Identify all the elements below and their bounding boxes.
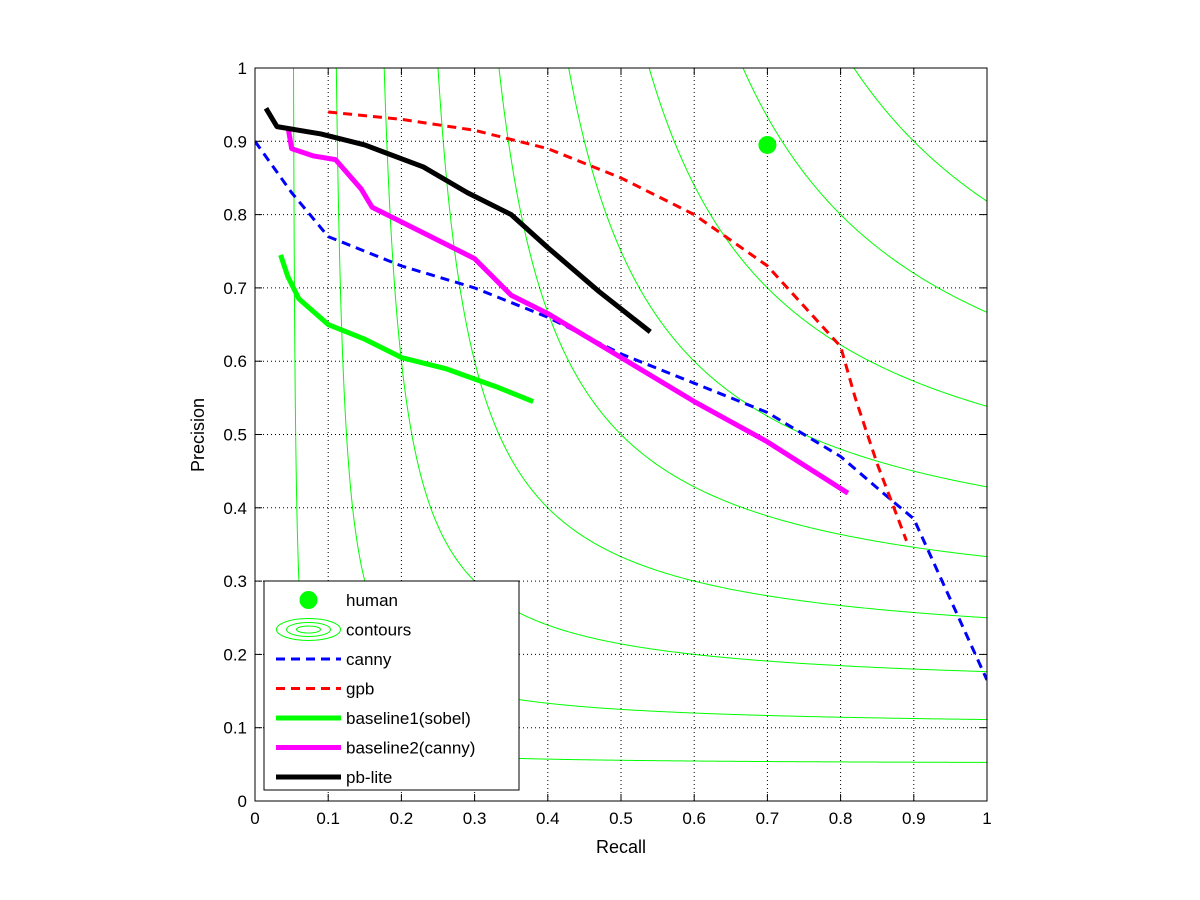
x-axis-label: Recall bbox=[596, 837, 646, 857]
contour-line-8 bbox=[742, 68, 987, 313]
legend-contour-ellipse bbox=[286, 622, 331, 637]
legend-swatch-human bbox=[299, 591, 318, 609]
x-tick-label: 0.9 bbox=[902, 809, 926, 828]
x-tick-label: 0.7 bbox=[756, 809, 780, 828]
x-tick-label: 0.5 bbox=[609, 809, 633, 828]
legend-contour-ellipse bbox=[296, 625, 321, 634]
y-tick-label: 0 bbox=[238, 792, 247, 811]
x-tick-label: 0.2 bbox=[390, 809, 414, 828]
y-tick-label: 0.1 bbox=[223, 719, 247, 738]
legend-label-canny: canny bbox=[346, 650, 392, 669]
series-line-canny bbox=[255, 140, 987, 681]
contour-line-3 bbox=[383, 68, 987, 673]
human-point bbox=[758, 135, 777, 154]
points-layer bbox=[758, 135, 777, 154]
legend-label-human: human bbox=[346, 591, 398, 610]
x-tick-label: 0 bbox=[250, 809, 259, 828]
x-tick-label: 0.6 bbox=[682, 809, 706, 828]
contour-line-5 bbox=[498, 68, 987, 558]
series-line-baseline2-canny- bbox=[285, 126, 850, 496]
y-tick-label: 1 bbox=[238, 59, 247, 78]
legend-swatch-contours bbox=[276, 618, 341, 641]
contour-line-9 bbox=[853, 68, 987, 202]
x-tick-label: 0.1 bbox=[316, 809, 340, 828]
y-tick-label: 0.4 bbox=[223, 499, 247, 518]
x-tick-label: 0.4 bbox=[536, 809, 560, 828]
legend-label-baseline2-canny: baseline2(canny) bbox=[346, 739, 475, 758]
contour-line-4 bbox=[437, 68, 987, 619]
y-tick-label: 0.7 bbox=[223, 279, 247, 298]
series-line-baseline1-sobel- bbox=[278, 254, 535, 404]
contour-line-7 bbox=[648, 68, 987, 407]
ticks-layer: 0 0.1 0.2 0.3 0.4 0.5 0.6 0.7 0.8 0.9 1 0 0.1 0.2 0.3 0… bbox=[223, 59, 991, 828]
y-tick-label: 0.5 bbox=[223, 426, 247, 445]
legend-box bbox=[263, 580, 520, 791]
y-tick-label: 0.8 bbox=[223, 206, 247, 225]
legend-label-baseline1-sobel: baseline1(sobel) bbox=[346, 709, 471, 728]
series-line-gpb bbox=[328, 110, 908, 542]
contour-line-6 bbox=[568, 68, 987, 488]
series-line-pb-lite bbox=[263, 107, 652, 334]
y-axis-label: Precision bbox=[188, 398, 208, 472]
legend-contour-ellipse bbox=[276, 618, 341, 641]
y-tick-label: 0.6 bbox=[223, 352, 247, 371]
legend-label-gpb: gpb bbox=[346, 680, 374, 699]
y-tick-label: 0.3 bbox=[223, 572, 247, 591]
legend-label-pb-lite: pb-lite bbox=[346, 768, 392, 787]
x-tick-label: 0.3 bbox=[463, 809, 487, 828]
legend-label-contours: contours bbox=[346, 621, 411, 640]
legend: human contours canny gpb baseline1(sobel) bas… bbox=[263, 580, 520, 791]
x-tick-label: 1 bbox=[982, 809, 991, 828]
y-tick-label: 0.9 bbox=[223, 132, 247, 151]
y-tick-label: 0.2 bbox=[223, 645, 247, 664]
x-tick-label: 0.8 bbox=[829, 809, 853, 828]
series-layer bbox=[255, 107, 987, 681]
